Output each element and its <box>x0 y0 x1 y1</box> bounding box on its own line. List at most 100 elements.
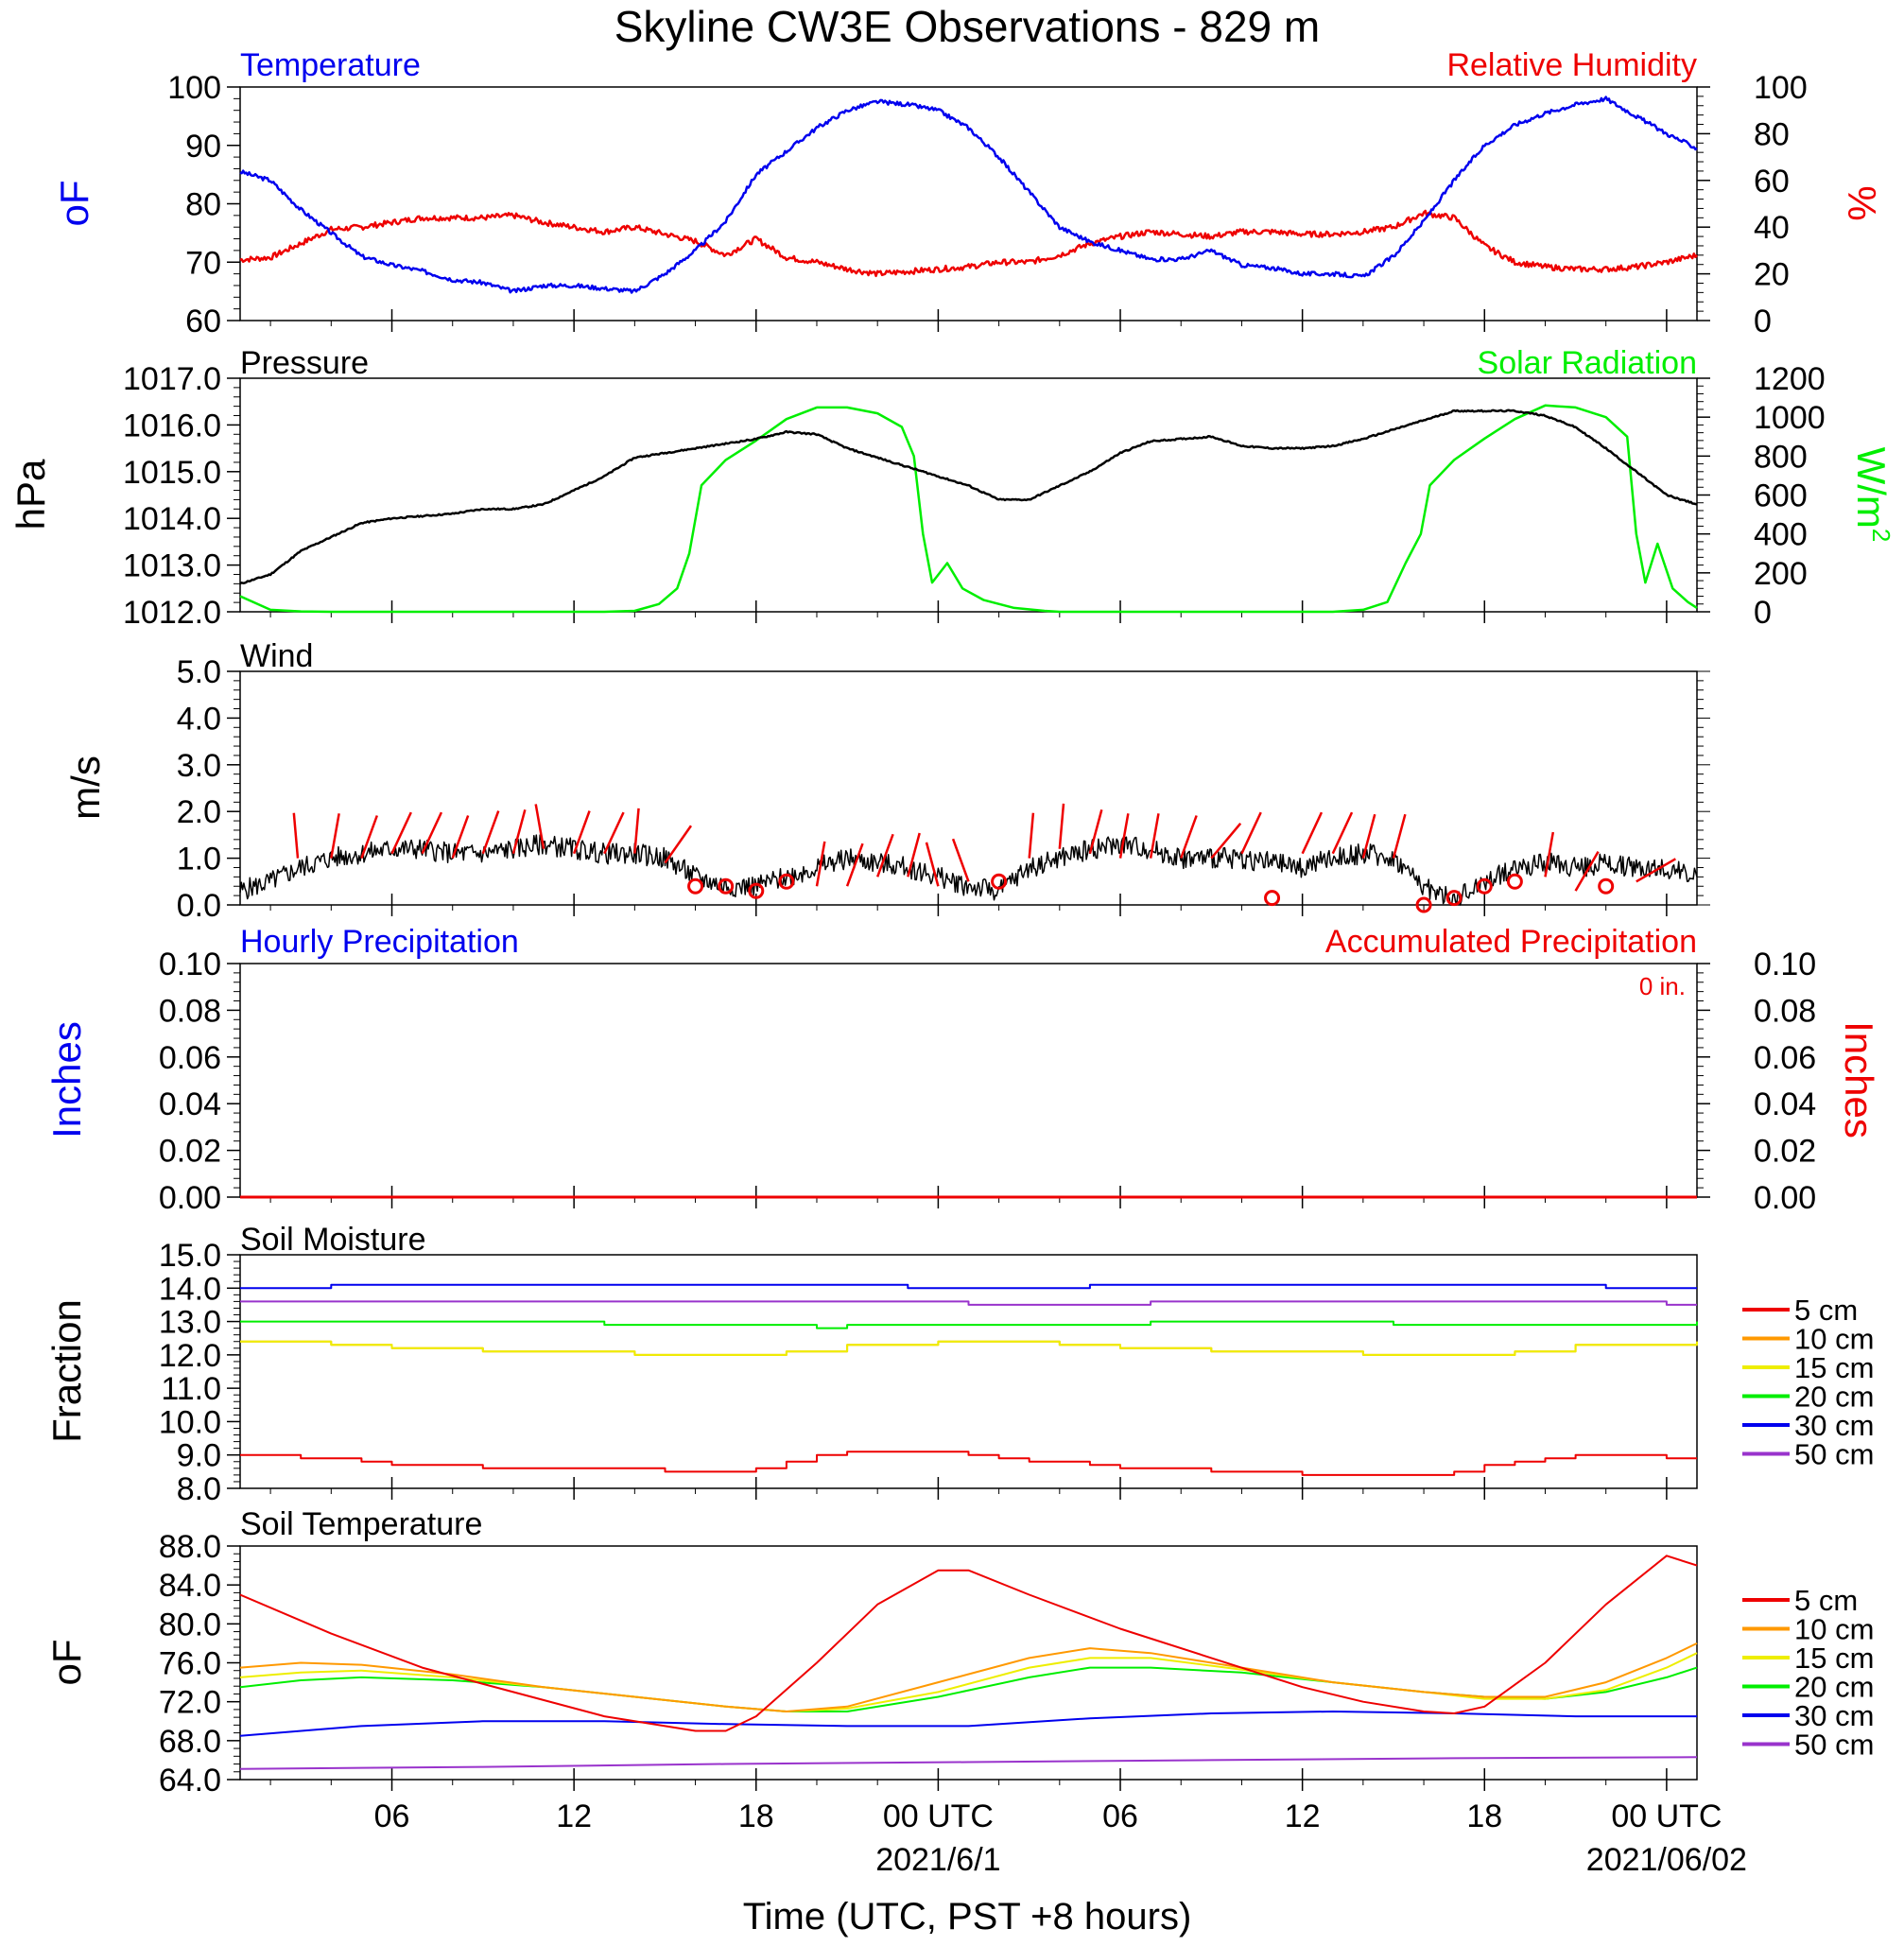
panel1-right-title: Relative Humidity <box>1446 47 1697 83</box>
y-tick-label-right: 0.10 <box>1754 947 1816 982</box>
legend-label: 20 cm <box>1794 1671 1874 1704</box>
panel1-series <box>239 96 1698 294</box>
y-tick-label-right: 0.00 <box>1754 1180 1816 1216</box>
calm-wind-circle <box>748 882 765 899</box>
y-tick-label: 64.0 <box>159 1763 221 1798</box>
y-tick-label: 100 <box>167 70 221 106</box>
series-soil-temperature-50cm <box>239 1756 1698 1770</box>
wind-barb <box>951 838 970 882</box>
panel4-right-unit: Inches <box>1837 1021 1881 1138</box>
panel6-x-ticks <box>269 1768 1668 1791</box>
x-axis-tick-labels: 06 12 18 00 UTC 06 12 18 00 UTC <box>374 1798 1722 1834</box>
panel3-left-ticks: 0.0 1.0 2.0 3.0 4.0 5.0 <box>177 654 1710 924</box>
y-tick-label: 0.0 <box>177 888 221 924</box>
wind-barb <box>1210 823 1242 860</box>
y-tick-label: 80 <box>185 187 221 223</box>
y-tick-label: 0.04 <box>159 1086 221 1122</box>
series-soil-temperature-10cm <box>239 1642 1698 1712</box>
y-tick-label: 14.0 <box>159 1271 221 1307</box>
wind-barb <box>845 843 864 887</box>
calm-wind-circle <box>1415 896 1432 913</box>
wind-barb <box>390 811 412 855</box>
y-tick-label: 1015.0 <box>123 455 221 491</box>
panel-precipitation: Hourly Precipitation Accumulated Precipi… <box>44 924 1881 1216</box>
panel2-series <box>239 404 1698 614</box>
panel2-right-title: Solar Radiation <box>1478 345 1697 381</box>
y-tick-label-right: 100 <box>1754 70 1808 106</box>
calm-wind-circle <box>991 873 1008 890</box>
y-tick-label: 60 <box>185 304 221 339</box>
y-tick-label: 1.0 <box>177 842 221 877</box>
panel1-right-ticks: 0 20 40 60 80 100 <box>1697 70 1808 339</box>
panel2-left-title: Pressure <box>240 345 369 381</box>
panel4-left-title: Hourly Precipitation <box>240 924 519 960</box>
y-tick-label: 8.0 <box>177 1471 221 1507</box>
panel5-left-unit: Fraction <box>44 1299 89 1443</box>
wind-barb <box>1058 803 1065 849</box>
panel5-x-ticks <box>269 1477 1668 1500</box>
y-tick-label-right: 600 <box>1754 478 1808 514</box>
legend-label: 30 cm <box>1794 1699 1874 1732</box>
wind-barb <box>451 815 470 860</box>
panel4-right-ticks: 0.00 0.02 0.04 0.06 0.08 0.10 <box>1697 947 1816 1216</box>
legend-label: 10 cm <box>1794 1613 1874 1646</box>
panel3-left-unit: m/s <box>63 756 108 820</box>
legend-label: 15 cm <box>1794 1351 1874 1384</box>
series-soil-moisture-5cm <box>240 1451 1697 1476</box>
panel6-left-unit: oF <box>44 1639 89 1685</box>
panel6-frame <box>239 1545 1698 1781</box>
y-tick-label: 1014.0 <box>123 501 221 537</box>
y-tick-label-right: 0 <box>1754 304 1772 339</box>
wind-barb <box>1636 858 1676 883</box>
panel-soil-temperature: Soil Temperature oF 64.068.072.076.0 80.0… <box>44 1506 1874 1798</box>
y-tick-label-right: 1000 <box>1754 400 1826 436</box>
y-tick-label: 0.06 <box>159 1040 221 1076</box>
panel3-wind-barbs <box>292 803 1676 913</box>
panel1-left-title: Temperature <box>240 47 421 83</box>
x-tick-label: 00 UTC <box>1611 1798 1722 1834</box>
wind-barb <box>876 833 894 877</box>
x-tick-label: 12 <box>1285 1798 1321 1834</box>
y-tick-label-right: 20 <box>1754 257 1790 293</box>
panel6-left-ticks: 64.068.072.076.0 80.084.088.0 <box>159 1529 240 1798</box>
series-wind-speed <box>239 834 1698 906</box>
y-tick-label: 9.0 <box>177 1438 221 1474</box>
series-soil-moisture-15cm <box>240 1340 1698 1356</box>
wind-barb <box>1361 813 1376 859</box>
panel2-left-ticks: 1012.0 1013.0 1014.0 1015.0 1016.0 1017.0 <box>123 361 240 631</box>
panel1-left-unit: oF <box>52 180 96 226</box>
panel3-frame <box>239 670 1698 906</box>
y-tick-label: 13.0 <box>159 1305 221 1341</box>
legend-label: 20 cm <box>1794 1381 1874 1414</box>
y-tick-label: 84.0 <box>159 1568 221 1604</box>
panel-temperature-humidity: Temperature Relative Humidity oF % 60 70 8… <box>52 47 1884 339</box>
panel1-frame <box>239 86 1698 321</box>
y-tick-label-right: 200 <box>1754 556 1808 592</box>
calm-wind-circle <box>687 877 704 895</box>
wind-barb <box>292 812 300 859</box>
panel1-left-ticks: 60 70 80 90 100 <box>167 70 240 339</box>
wind-barb <box>603 811 625 855</box>
series-soil-temperature-30cm <box>239 1711 1697 1737</box>
legend-label: 30 cm <box>1794 1409 1874 1442</box>
wind-barb <box>925 842 940 887</box>
wind-barb <box>1301 811 1324 855</box>
y-tick-label: 90 <box>185 129 221 165</box>
wind-barb <box>664 825 693 864</box>
y-tick-label: 4.0 <box>177 701 221 737</box>
y-tick-label: 12.0 <box>159 1338 221 1374</box>
y-tick-label-right: 0.06 <box>1754 1040 1816 1076</box>
figure-title: Skyline CW3E Observations - 829 m <box>614 2 1321 51</box>
wind-barb <box>534 804 545 849</box>
wind-barb <box>907 832 921 877</box>
y-tick-label-right: 0.04 <box>1754 1086 1816 1122</box>
wind-barb <box>1331 811 1354 855</box>
wind-barb <box>815 841 826 887</box>
panel2-frame <box>239 377 1698 613</box>
wind-barb <box>1118 813 1130 859</box>
series-relative-humidity <box>239 209 1698 278</box>
y-tick-label: 0.00 <box>159 1180 221 1216</box>
y-tick-label-right: 80 <box>1754 116 1790 152</box>
wind-barb <box>1240 811 1262 855</box>
